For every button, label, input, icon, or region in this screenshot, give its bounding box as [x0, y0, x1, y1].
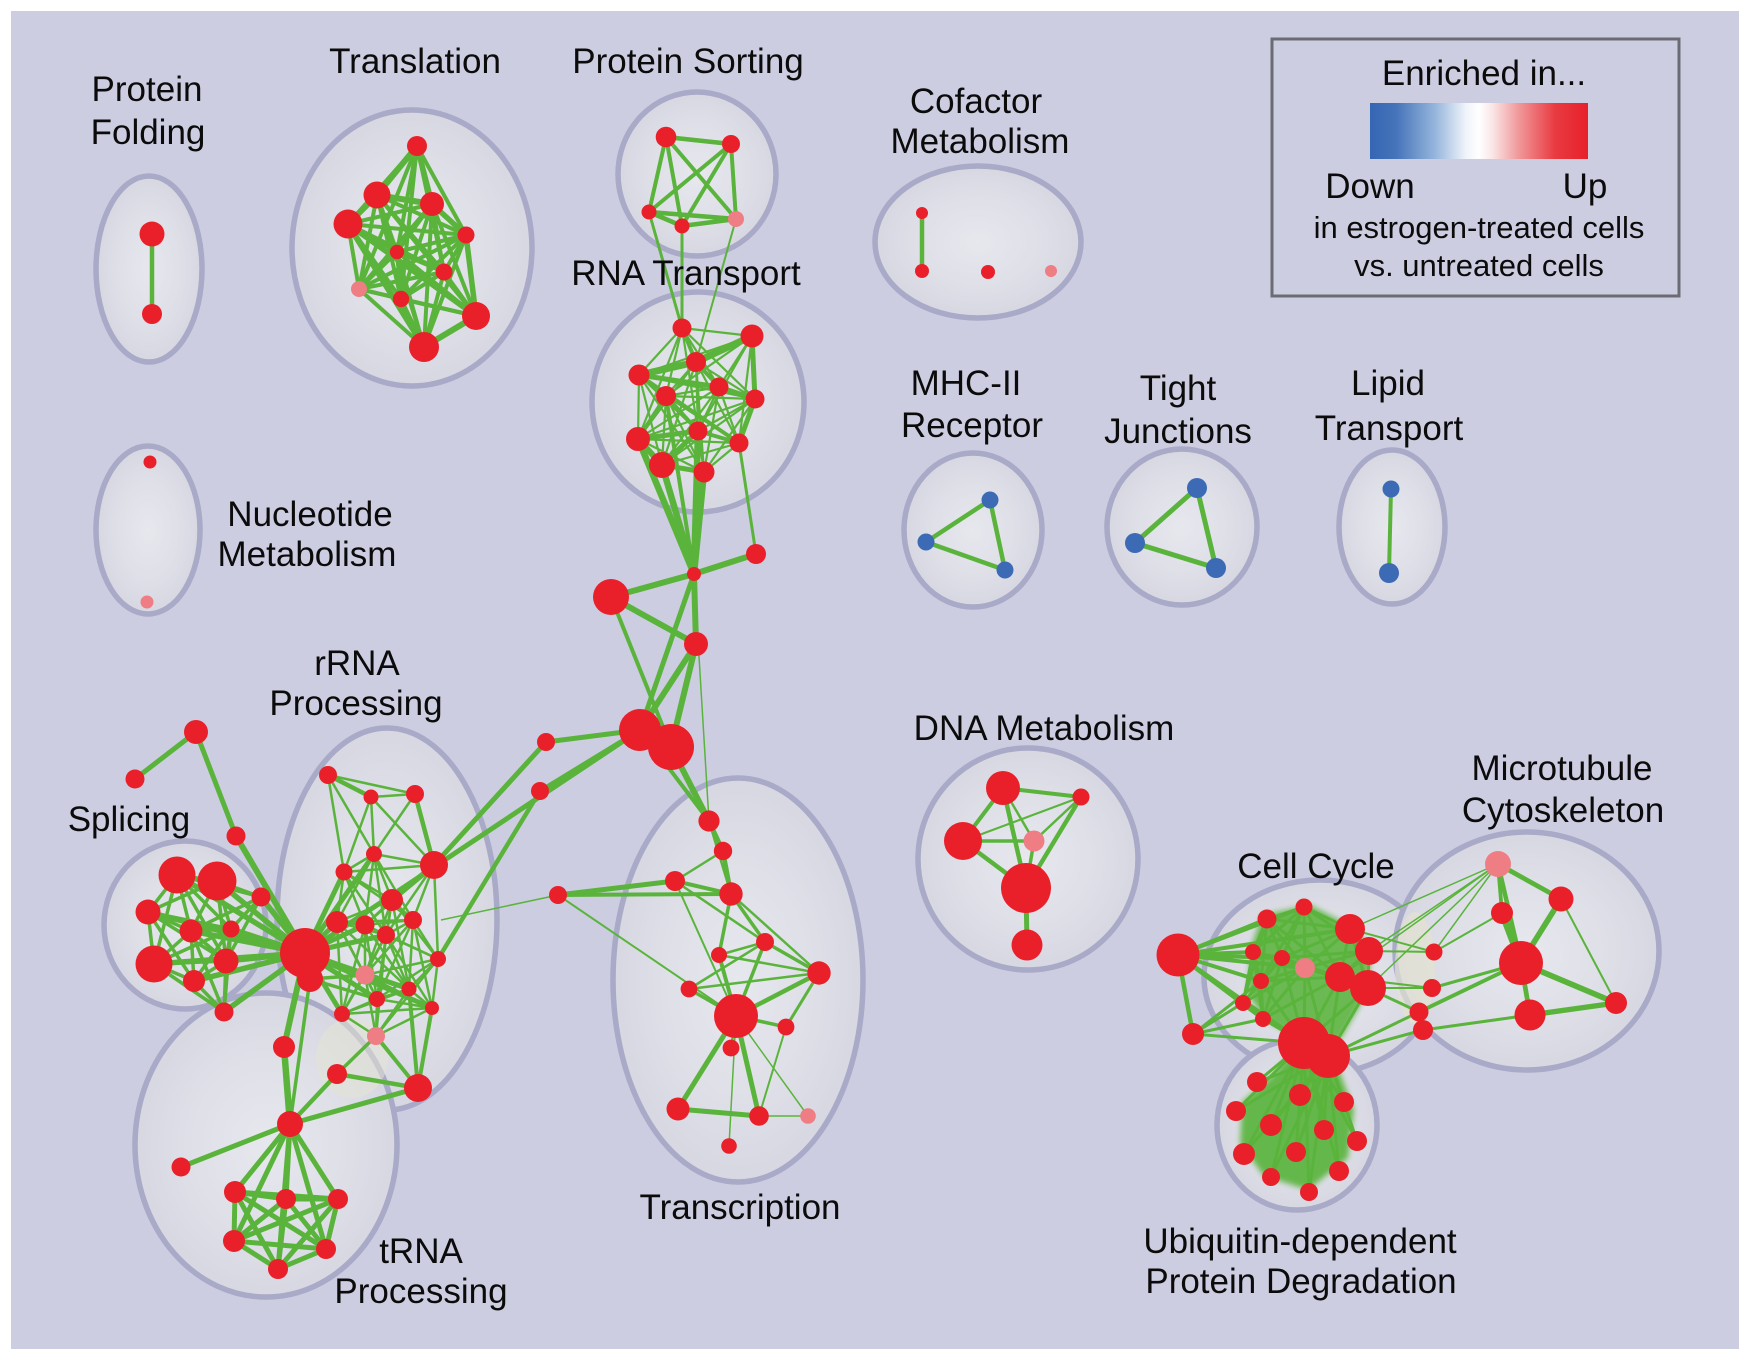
svg-text:Protein Degradation: Protein Degradation: [1145, 1262, 1456, 1301]
svg-text:Metabolism: Metabolism: [218, 535, 397, 574]
svg-text:Metabolism: Metabolism: [891, 122, 1070, 161]
svg-text:Ubiquitin-dependent: Ubiquitin-dependent: [1143, 1222, 1457, 1261]
svg-text:tRNA: tRNA: [379, 1232, 463, 1271]
svg-text:Translation: Translation: [329, 42, 501, 81]
svg-text:Nucleotide: Nucleotide: [227, 495, 392, 534]
svg-text:Protein: Protein: [92, 70, 203, 109]
svg-text:Enriched in...: Enriched in...: [1382, 54, 1586, 93]
svg-text:DNA Metabolism: DNA Metabolism: [914, 709, 1175, 748]
svg-text:Lipid: Lipid: [1351, 364, 1425, 403]
svg-text:Protein Sorting: Protein Sorting: [572, 42, 804, 81]
svg-text:in estrogen-treated cells: in estrogen-treated cells: [1314, 210, 1645, 245]
svg-text:Junctions: Junctions: [1104, 412, 1252, 451]
svg-text:Microtubule: Microtubule: [1472, 749, 1653, 788]
svg-text:Down: Down: [1325, 167, 1414, 206]
svg-text:Splicing: Splicing: [68, 800, 191, 839]
svg-text:Up: Up: [1563, 167, 1608, 206]
svg-text:Processing: Processing: [269, 684, 442, 723]
svg-text:Folding: Folding: [91, 113, 206, 152]
svg-text:Processing: Processing: [334, 1272, 507, 1311]
svg-text:Transcription: Transcription: [640, 1188, 841, 1227]
svg-text:RNA Transport: RNA Transport: [571, 254, 801, 293]
svg-text:MHC-II: MHC-II: [911, 364, 1022, 403]
svg-text:Transport: Transport: [1315, 409, 1464, 448]
svg-text:Receptor: Receptor: [901, 406, 1043, 445]
svg-text:Cofactor: Cofactor: [910, 82, 1043, 121]
svg-text:rRNA: rRNA: [314, 644, 400, 683]
svg-text:Tight: Tight: [1140, 369, 1217, 408]
svg-text:Cytoskeleton: Cytoskeleton: [1462, 791, 1664, 830]
svg-text:Cell Cycle: Cell Cycle: [1237, 847, 1395, 886]
svg-text:vs. untreated cells: vs. untreated cells: [1354, 248, 1604, 283]
